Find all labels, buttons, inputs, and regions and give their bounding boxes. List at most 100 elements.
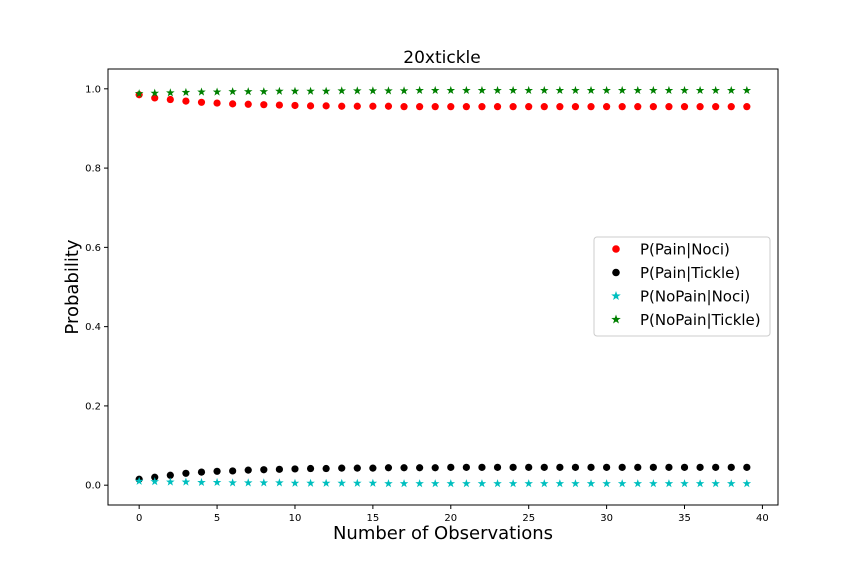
series-3 — [134, 476, 752, 488]
data-point — [275, 101, 283, 109]
data-point — [260, 466, 268, 474]
data-point — [665, 463, 673, 471]
x-tick-label: 20 — [444, 513, 457, 524]
data-point — [712, 463, 720, 471]
data-point — [150, 88, 160, 97]
data-point — [633, 85, 643, 95]
x-tick-label: 25 — [522, 513, 535, 524]
data-point — [743, 103, 751, 111]
data-point — [602, 85, 611, 95]
data-point — [416, 464, 424, 472]
data-point — [680, 85, 689, 95]
data-point — [727, 463, 735, 471]
legend-frame — [593, 236, 771, 337]
data-point — [166, 88, 175, 97]
y-tick-label: 0.2 — [85, 401, 101, 412]
data-point — [586, 479, 596, 488]
data-point — [634, 463, 642, 471]
data-point — [182, 469, 190, 477]
data-point — [477, 85, 487, 95]
data-point — [617, 479, 627, 488]
x-tick-label: 0 — [136, 513, 142, 524]
x-axis-label: Number of Observations — [333, 523, 553, 544]
data-point — [416, 103, 424, 111]
data-point — [524, 479, 533, 488]
data-point — [508, 479, 518, 488]
data-point — [243, 87, 253, 96]
legend-marker — [612, 268, 620, 277]
data-point — [291, 465, 299, 473]
legend-label: P(Pain|Noci) — [640, 241, 730, 259]
data-point — [695, 479, 705, 488]
data-point — [649, 85, 658, 95]
data-point — [337, 478, 346, 487]
x-tick-label: 35 — [678, 513, 691, 524]
data-point — [586, 85, 596, 95]
data-point — [353, 102, 361, 110]
data-point — [603, 463, 611, 471]
data-point — [197, 477, 206, 487]
data-point — [400, 103, 408, 111]
data-point — [260, 101, 268, 109]
data-point — [571, 85, 580, 95]
data-point — [477, 479, 487, 488]
data-point — [555, 85, 565, 95]
x-axis: 0 5 10 15 20 25 30 35 40 — [136, 505, 769, 524]
data-point — [400, 464, 408, 472]
data-point — [321, 478, 331, 487]
data-point — [228, 478, 237, 487]
data-point — [696, 103, 704, 111]
data-point — [509, 103, 517, 111]
series-4 — [134, 85, 752, 98]
data-point — [617, 85, 627, 95]
data-point — [415, 479, 424, 488]
data-point — [524, 85, 533, 95]
data-point — [399, 479, 409, 488]
data-point — [462, 479, 471, 488]
data-point — [384, 479, 393, 488]
data-point — [197, 468, 206, 476]
data-point — [462, 85, 471, 95]
data-point — [680, 103, 689, 111]
y-tick-label: 0.4 — [85, 322, 101, 333]
data-point — [446, 479, 456, 488]
data-point — [571, 463, 580, 471]
data-point — [649, 463, 657, 471]
axes-frame — [107, 68, 779, 506]
y-tick-label: 1.0 — [85, 84, 101, 95]
data-point — [540, 463, 548, 471]
data-point — [571, 479, 580, 488]
data-point — [430, 479, 440, 488]
data-point — [618, 103, 626, 111]
y-tick-label: 0.6 — [85, 243, 101, 254]
data-point — [166, 95, 174, 104]
data-point — [587, 463, 595, 471]
data-point — [726, 85, 736, 95]
data-point — [493, 85, 502, 95]
data-point — [134, 89, 144, 98]
data-point — [384, 86, 393, 95]
data-point — [664, 479, 674, 488]
data-point — [431, 464, 439, 472]
y-tick-label: 0.0 — [85, 481, 101, 492]
data-point — [399, 86, 409, 95]
y-axis: 0.0 0.2 0.4 0.6 0.8 1.0 — [85, 84, 108, 492]
data-point — [447, 103, 455, 111]
data-point — [556, 103, 564, 111]
series-2 — [135, 463, 751, 483]
data-point — [462, 463, 470, 471]
data-point — [555, 479, 565, 488]
data-point — [338, 102, 346, 110]
legend-label: P(NoPain|Tickle) — [640, 311, 761, 329]
data-point — [712, 103, 720, 111]
data-point — [259, 87, 269, 96]
data-point — [275, 86, 284, 95]
data-point — [634, 103, 642, 111]
data-point — [290, 478, 300, 487]
data-point — [166, 477, 175, 486]
data-point — [212, 87, 222, 96]
data-point — [540, 479, 549, 488]
data-point — [603, 103, 611, 111]
data-point — [602, 479, 611, 488]
